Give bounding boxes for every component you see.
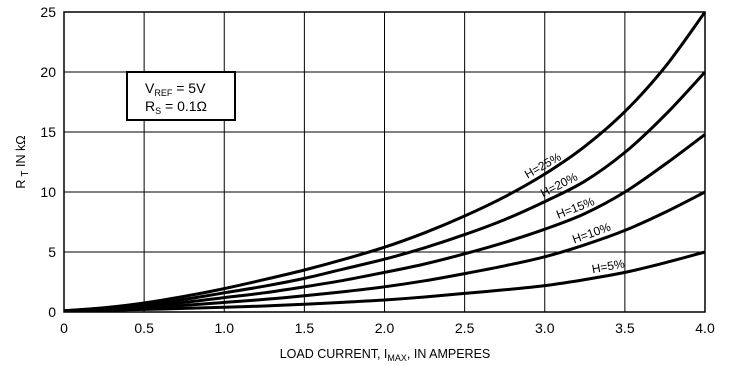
y-tick-label: 25 [40, 4, 56, 20]
y-tick-label: 5 [48, 244, 56, 260]
parameter-box-frame [126, 71, 236, 121]
y-tick-label: 0 [48, 304, 56, 320]
curves [63, 11, 707, 313]
x-axis-title: LOAD CURRENT, IMAX, IN AMPERES [280, 347, 491, 363]
vref-line: VREF = 5V [145, 80, 206, 98]
x-tick-label: 3.0 [535, 320, 555, 336]
curve-h-10 [63, 190, 706, 313]
x-tick-label: 1.0 [215, 320, 235, 336]
parameter-box: VREF = 5V RS = 0.1Ω [126, 71, 236, 121]
curve-h-20 [63, 70, 707, 313]
rs-line: RS = 0.1Ω [145, 98, 207, 116]
y-tick-label: 15 [40, 124, 56, 140]
x-tick-label: 0.5 [134, 320, 154, 336]
x-tick-label: 2.5 [455, 320, 475, 336]
x-tick-label: 3.5 [615, 320, 635, 336]
y-tick-labels: 0 5 10 15 20 25 [40, 4, 56, 320]
curve-h-15 [63, 133, 706, 313]
x-tick-label: 4.0 [695, 320, 715, 336]
plot-frame [63, 11, 706, 313]
curve-label: H=5% [591, 256, 626, 276]
x-tick-label: 0 [60, 320, 68, 336]
y-tick-label: 10 [40, 184, 56, 200]
y-axis-title: RT IN kΩ [14, 135, 31, 188]
y-tick-label: 20 [40, 64, 56, 80]
x-tick-label: 1.5 [295, 320, 315, 336]
x-tick-labels: 0 0.5 1.0 1.5 2.0 2.5 3.0 3.5 4.0 [60, 320, 715, 336]
curve-h-5 [63, 250, 706, 313]
x-tick-label: 2.0 [375, 320, 395, 336]
curve-h-25 [63, 11, 707, 313]
